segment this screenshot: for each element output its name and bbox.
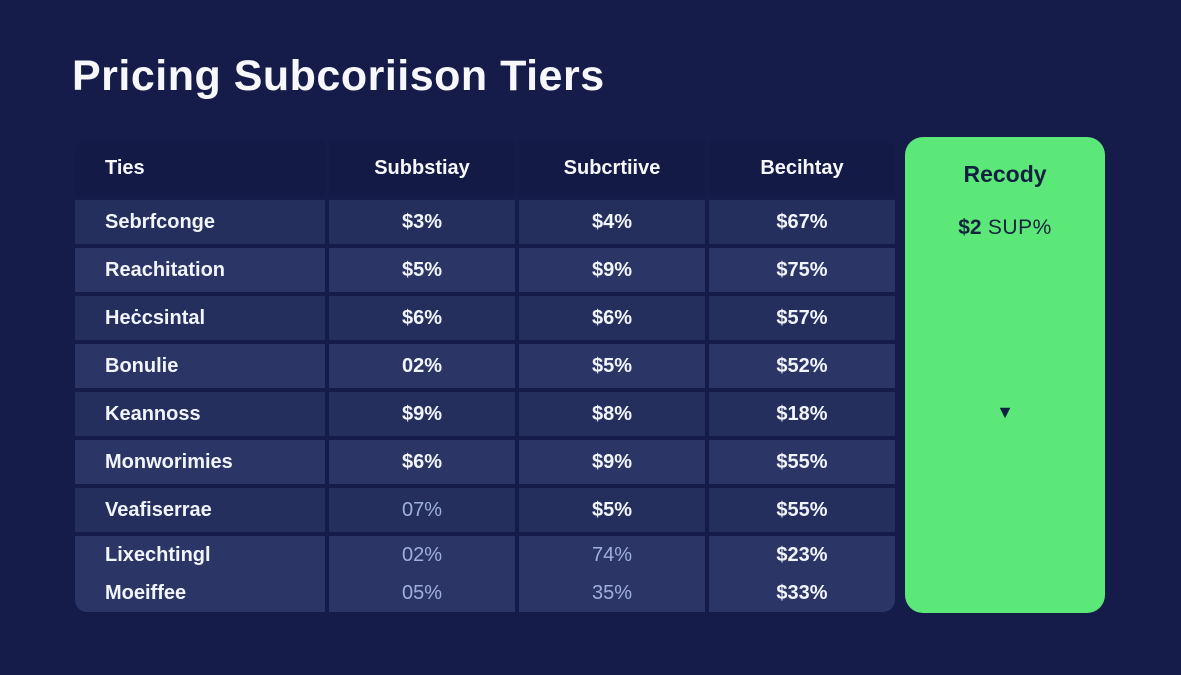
- column-header-ties: Ties: [75, 140, 325, 196]
- tier-value: 02%: [329, 536, 515, 574]
- tier-name: Lixechtingl: [75, 536, 325, 574]
- tier-value: $75%: [709, 248, 895, 292]
- recody-plan-card[interactable]: Recody $2 SUP% ▼: [905, 137, 1105, 613]
- tier-value: 02%: [329, 344, 515, 388]
- tier-name: Heċcsintal: [75, 296, 325, 340]
- tier-value: 35%: [519, 574, 705, 612]
- tier-value: $9%: [519, 440, 705, 484]
- tier-value: $52%: [709, 344, 895, 388]
- tier-name: Sebrfconge: [75, 200, 325, 244]
- recody-card-price: $2 SUP%: [905, 216, 1105, 240]
- tier-name: Keannoss: [75, 392, 325, 436]
- tier-name: Bonulie: [75, 344, 325, 388]
- tier-value: $5%: [519, 488, 705, 532]
- column-header-subbstiay: Subbstiay: [329, 140, 515, 196]
- table-row: Moeiffee 05% 35% $33%: [75, 574, 895, 612]
- tier-name: Monworimies: [75, 440, 325, 484]
- tier-value: $5%: [519, 344, 705, 388]
- table-row: Heċcsintal $6% $6% $57%: [75, 296, 895, 340]
- recody-price-unit: SUP%: [981, 216, 1052, 239]
- tier-value: $9%: [519, 248, 705, 292]
- tier-name: Veafiserrae: [75, 488, 325, 532]
- tier-value: $23%: [709, 536, 895, 574]
- pricing-table: Ties Subbstiay Subcrtiive Becihtay Sebrf…: [75, 140, 895, 612]
- tier-value: $5%: [329, 248, 515, 292]
- tier-value: $18%: [709, 392, 895, 436]
- tier-value: $6%: [329, 440, 515, 484]
- table-row: Reachitation $5% $9% $75%: [75, 248, 895, 292]
- table-row: Keannoss $9% $8% $18%: [75, 392, 895, 436]
- recody-card-title: Recody: [963, 161, 1047, 187]
- table-row: Lixechtingl 02% 74% $23%: [75, 536, 895, 574]
- tier-value: $6%: [519, 296, 705, 340]
- chevron-down-icon[interactable]: ▼: [996, 402, 1014, 422]
- tier-name: Moeiffee: [75, 574, 325, 612]
- tier-value: 07%: [329, 488, 515, 532]
- column-header-subcrtiive: Subcrtiive: [519, 140, 705, 196]
- tier-value: $9%: [329, 392, 515, 436]
- tier-value: $33%: [709, 574, 895, 612]
- tier-name: Reachitation: [75, 248, 325, 292]
- tier-value: 05%: [329, 574, 515, 612]
- recody-price-amount: $2: [958, 216, 982, 239]
- tier-value: $57%: [709, 296, 895, 340]
- table-row: Monworimies $6% $9% $55%: [75, 440, 895, 484]
- tier-value: $67%: [709, 200, 895, 244]
- tier-value: 74%: [519, 536, 705, 574]
- tier-value: $6%: [329, 296, 515, 340]
- tier-value: $8%: [519, 392, 705, 436]
- table-row: Veafiserrae 07% $5% $55%: [75, 488, 895, 532]
- table-row: Sebrfconge $3% $4% $67%: [75, 200, 895, 244]
- page-title: Pricing Subcoriison Tiers: [72, 52, 605, 100]
- tier-value: $55%: [709, 488, 895, 532]
- tier-value: $55%: [709, 440, 895, 484]
- tier-value: $4%: [519, 200, 705, 244]
- table-header-row: Ties Subbstiay Subcrtiive Becihtay: [75, 140, 895, 196]
- tier-value: $3%: [329, 200, 515, 244]
- table-row: Bonulie 02% $5% $52%: [75, 344, 895, 388]
- column-header-becihtay: Becihtay: [709, 140, 895, 196]
